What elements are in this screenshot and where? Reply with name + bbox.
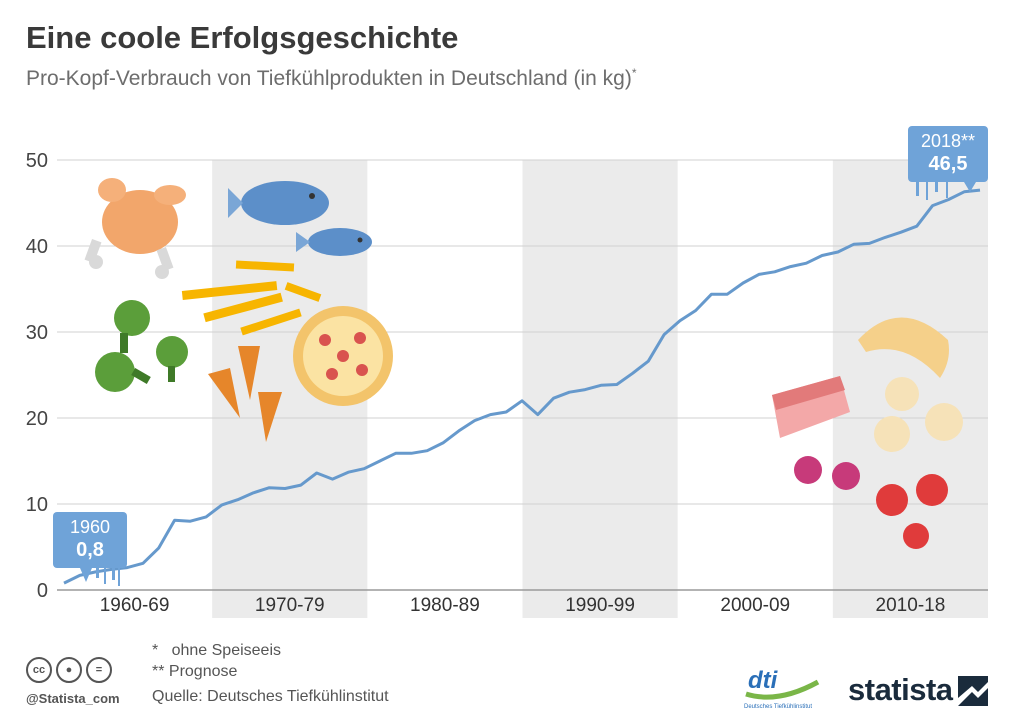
x-tick-label: 1960-69 [100,595,170,616]
callout-start: 1960 0,8 [53,512,127,586]
dti-logo-subtext: Deutsches Tiefkühlinstitut [744,704,812,710]
x-tick-label: 1990-99 [565,595,635,616]
cake-icon [772,376,850,438]
footnote-1-text: ohne Speiseeis [171,642,281,659]
gridlines [57,159,988,591]
decade-band [522,160,678,618]
dti-logo: dti Deutsches Tiefkühlinstitut [744,667,820,710]
callout-end-value: 46,5 [929,153,968,175]
callout-start-value: 0,8 [76,539,104,561]
callout-end: 2018** 46,5 [908,126,988,200]
dti-logo-text: dti [748,667,779,694]
no-derivatives-icon: = [86,657,112,683]
footnote-1-mark: * [152,642,159,659]
y-tick-label: 10 [26,494,48,516]
croissant-icon [858,317,949,378]
footnote-1: * ohne Speiseeis [152,640,281,661]
raspberry-icon [794,456,860,490]
callout-end-year: 2018** [921,131,975,151]
cream-puff-icon [874,377,963,452]
chart-subtitle: Pro-Kopf-Verbrauch von Tiefkühlprodukten… [26,66,637,91]
footnote-2: ** Prognose [152,661,281,682]
footnotes: * ohne Speiseeis ** Prognose [152,640,281,682]
fries-icon [181,260,322,336]
chart-title: Eine coole Erfolgsgeschichte [26,20,459,55]
attribution-icon: ● [56,657,82,683]
y-tick-label: 0 [37,580,48,602]
consumption-line [63,188,981,585]
license-badges: cc ● = [26,657,112,683]
fish-icon [228,181,372,256]
statista-mark-icon [958,676,988,706]
subtitle-text: Pro-Kopf-Verbrauch von Tiefkühlprodukten… [26,67,632,90]
callout-start-year: 1960 [70,517,110,537]
y-tick-label: 50 [26,150,48,172]
strawberry-icon [876,474,948,549]
statista-logo: statista [848,672,953,707]
x-tick-label: 1980-89 [410,595,480,616]
y-tick-label: 30 [26,322,48,344]
x-tick-label: 2000-09 [720,595,790,616]
pizza-icon [293,306,393,406]
y-tick-label: 40 [26,236,48,258]
cc-icon: cc [26,657,52,683]
x-axis-labels: 1960-69 1970-79 1980-89 1990-99 2000-09 2010-… [100,595,946,616]
x-tick-label: 1970-79 [255,595,325,616]
chicken-icon [84,178,186,279]
line-chart: 0 10 20 30 40 50 1960-69 1970-79 1980-89 1990-99… [26,126,988,618]
broccoli-icon [95,300,188,392]
carrot-icon [208,346,282,442]
y-tick-label: 20 [26,408,48,430]
statista-handle[interactable]: @Statista_com [26,691,120,706]
x-tick-label: 2010-18 [876,595,946,616]
source-note: Quelle: Deutsches Tiefkühlinstitut [152,688,389,705]
y-axis-ticks: 0 10 20 30 40 50 [26,150,48,602]
subtitle-footnote-mark: * [631,66,637,80]
footnote-2-text: Prognose [168,663,238,680]
footnote-2-mark: ** [152,663,165,680]
